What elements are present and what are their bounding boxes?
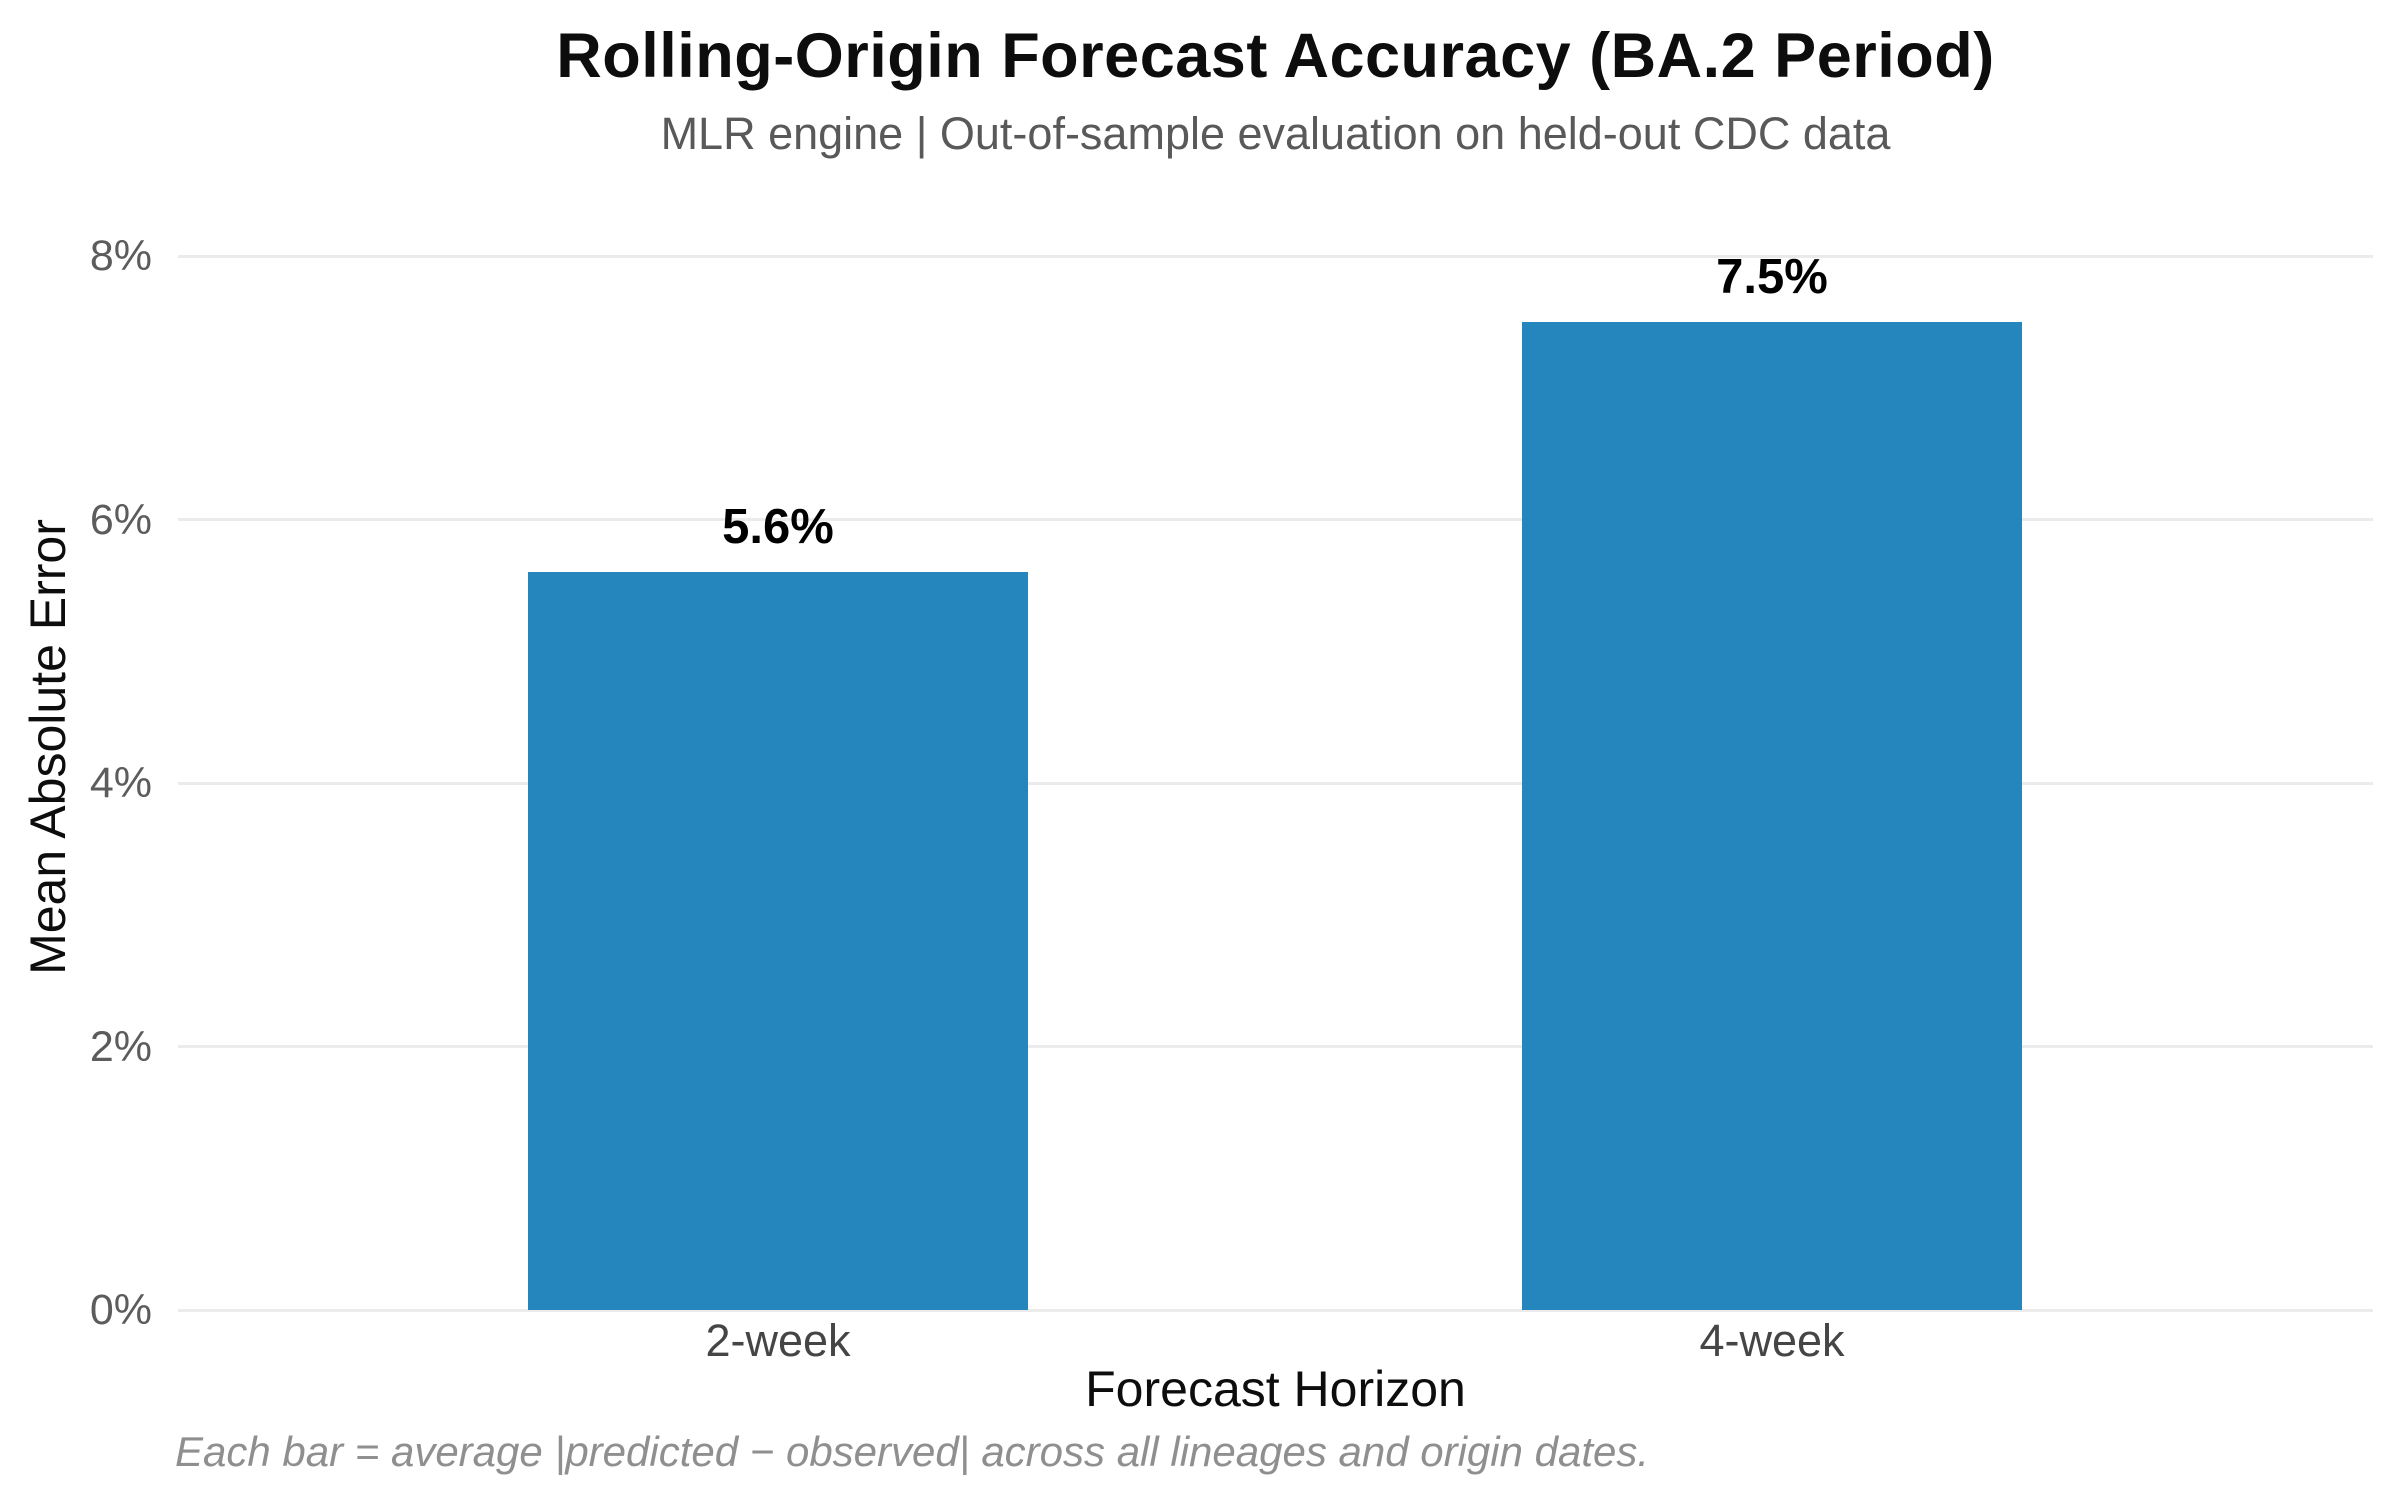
chart-title: Rolling-Origin Forecast Accuracy (BA.2 P…: [556, 21, 1995, 91]
gridline-0%: [178, 1308, 2373, 1312]
x-tick-label-4-week: 4-week: [1699, 1315, 1845, 1366]
gridline-8%: [178, 254, 2373, 258]
y-tick-label-4%: 4%: [89, 759, 152, 807]
y-tick-label-8%: 8%: [89, 232, 152, 280]
chart-footnote: Each bar = average |predicted − observed…: [175, 1428, 1650, 1475]
y-tick-label-6%: 6%: [89, 495, 152, 544]
x-tick-label-2-week: 2-week: [705, 1315, 851, 1366]
bar-value-label-2-week: 5.6%: [722, 500, 834, 555]
bar-2-week: [528, 572, 1028, 1310]
chart-subtitle: MLR engine | Out-of-sample evaluation on…: [660, 108, 1891, 159]
gridline-2%: [178, 1045, 2373, 1048]
x-axis-label: Forecast Horizon: [1085, 1361, 1466, 1417]
bar-value-label-4-week: 7.5%: [1716, 249, 1828, 304]
plot-area: 5.6% 7.5%: [178, 249, 2373, 1312]
gridline-6%: [178, 518, 2373, 521]
y-tick-label-2%: 2%: [89, 1022, 152, 1071]
y-tick-label-0%: 0%: [89, 1286, 152, 1334]
bar-4-week: [1522, 321, 2022, 1310]
gridline-4%: [178, 781, 2373, 785]
